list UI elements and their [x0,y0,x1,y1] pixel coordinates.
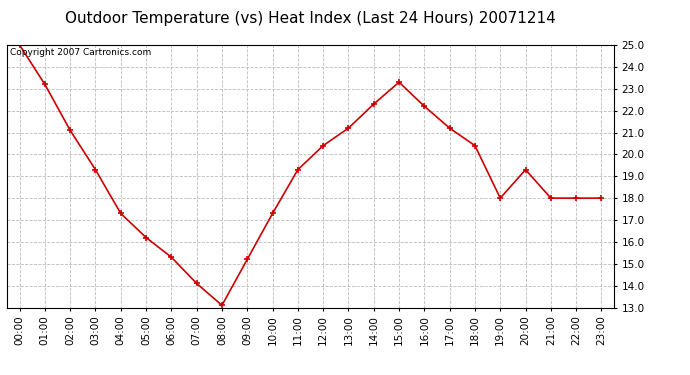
Text: Copyright 2007 Cartronics.com: Copyright 2007 Cartronics.com [10,48,151,57]
Text: Outdoor Temperature (vs) Heat Index (Last 24 Hours) 20071214: Outdoor Temperature (vs) Heat Index (Las… [65,11,556,26]
